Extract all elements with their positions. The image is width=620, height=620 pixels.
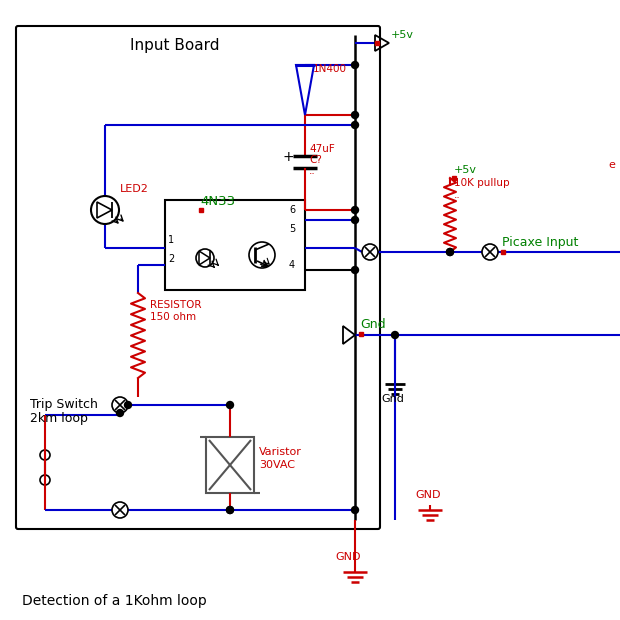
Text: 4N33: 4N33 <box>200 195 235 208</box>
Text: Picaxe Input: Picaxe Input <box>502 236 578 249</box>
Circle shape <box>226 507 234 513</box>
Text: 30VAC: 30VAC <box>259 460 295 470</box>
Text: +5v: +5v <box>454 165 477 175</box>
Circle shape <box>352 122 358 128</box>
Bar <box>452 176 456 180</box>
Bar <box>375 41 379 45</box>
Text: 1: 1 <box>168 235 174 245</box>
Text: +: + <box>283 150 294 164</box>
Bar <box>165 200 305 290</box>
Circle shape <box>352 216 358 223</box>
Bar <box>501 250 505 254</box>
Text: GND: GND <box>415 490 440 500</box>
Text: Trip Switch: Trip Switch <box>30 398 98 411</box>
Text: RESISTOR: RESISTOR <box>150 300 202 310</box>
Text: 10K pullup: 10K pullup <box>454 178 510 188</box>
Text: C?: C? <box>309 155 322 165</box>
Bar <box>206 437 254 493</box>
Text: ..: .. <box>309 166 316 176</box>
Text: 6: 6 <box>289 205 295 215</box>
Text: 4: 4 <box>289 260 295 270</box>
Circle shape <box>117 409 123 417</box>
Bar <box>199 208 203 212</box>
Bar <box>359 332 363 336</box>
Circle shape <box>446 249 453 255</box>
Circle shape <box>352 206 358 213</box>
Text: e: e <box>608 160 615 170</box>
Circle shape <box>446 249 453 255</box>
Text: Gnd: Gnd <box>381 394 404 404</box>
Text: Detection of a 1Kohm loop: Detection of a 1Kohm loop <box>22 594 206 608</box>
Circle shape <box>226 402 234 409</box>
Text: Input Board: Input Board <box>130 38 219 53</box>
Circle shape <box>352 112 358 118</box>
Text: LED2: LED2 <box>120 184 149 194</box>
Text: GND: GND <box>335 552 360 562</box>
Text: 1N400: 1N400 <box>313 64 347 74</box>
Text: Gnd: Gnd <box>360 318 386 331</box>
Circle shape <box>125 402 131 409</box>
Text: Varistor: Varistor <box>259 447 302 457</box>
Text: 2km loop: 2km loop <box>30 412 88 425</box>
Circle shape <box>226 507 234 513</box>
Circle shape <box>352 267 358 273</box>
Text: 47uF: 47uF <box>309 144 335 154</box>
Text: 2: 2 <box>168 254 174 264</box>
Text: 5: 5 <box>289 224 295 234</box>
Circle shape <box>352 507 358 513</box>
Text: 150 ohm: 150 ohm <box>150 312 196 322</box>
Text: +5v: +5v <box>391 30 414 40</box>
Circle shape <box>391 332 399 339</box>
Circle shape <box>352 61 358 68</box>
Text: ..: .. <box>454 190 461 200</box>
